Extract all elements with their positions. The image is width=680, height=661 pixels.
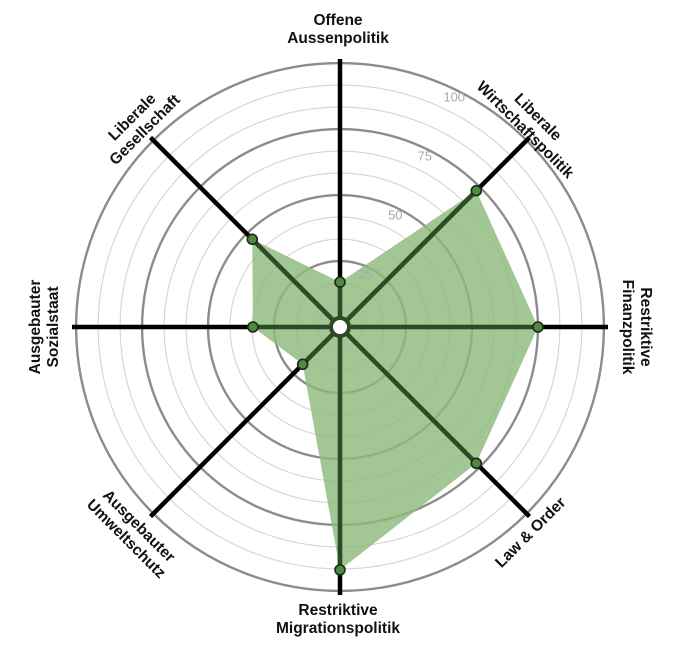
axis-label: Offene	[313, 12, 362, 29]
tick-label: 100	[443, 89, 465, 104]
data-point	[247, 321, 259, 333]
center-marker	[329, 316, 351, 338]
data-point	[470, 457, 483, 470]
axis-label: Sozialstaat	[45, 287, 62, 368]
data-point	[334, 276, 346, 288]
data-point	[334, 564, 346, 576]
axis-label: Restriktive	[637, 287, 654, 367]
axis-spoke-inner	[250, 237, 342, 329]
data-points	[246, 184, 544, 576]
axis-label: Restriktive	[298, 602, 378, 619]
axis-label: Finanzpolitik	[619, 280, 636, 375]
tick-labels: 25 50 75 100	[359, 89, 465, 281]
data-point	[470, 184, 483, 197]
axis-spoke-inner	[338, 189, 478, 329]
data-point	[532, 321, 544, 333]
axis-label: Migrationspolitik	[276, 620, 400, 637]
center-point	[329, 316, 351, 338]
axis-label: Ausgebauter	[27, 280, 44, 375]
axis-label: Aussenpolitik	[287, 30, 389, 47]
data-point	[296, 358, 309, 371]
tick-label: 75	[418, 148, 432, 163]
axis-label-group: Ausgebauter Sozialstaat	[27, 280, 62, 375]
data-point	[246, 233, 259, 246]
axis-spoke-inner	[338, 325, 478, 465]
tick-label: 25	[359, 267, 373, 282]
tick-label: 50	[388, 207, 402, 222]
